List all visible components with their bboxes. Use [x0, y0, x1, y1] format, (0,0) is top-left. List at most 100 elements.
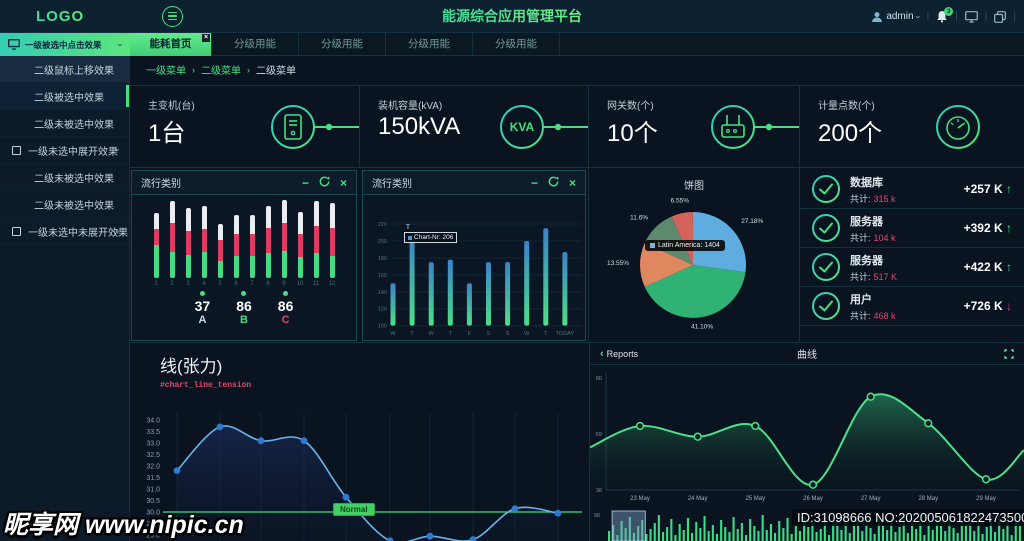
- user-menu[interactable]: admin ›: [871, 11, 923, 23]
- stat-row-server-2[interactable]: 服务器 共计: 517 K +422 K ↑: [800, 248, 1024, 287]
- mini-range-chart[interactable]: 90: [590, 505, 1024, 541]
- arrow-up-icon: ↑: [1006, 182, 1012, 196]
- windows-button[interactable]: [994, 10, 1007, 23]
- page-title: 能源综合应用管理平台: [442, 0, 582, 33]
- tab-close-icon[interactable]: ×: [202, 34, 210, 42]
- back-label: Reports: [606, 348, 639, 359]
- tab-bar: 一级被选中点击效果 › 能耗首页 × 分级用能 分级用能 分级用能 分级用能: [0, 33, 1024, 56]
- monitor-button[interactable]: [964, 10, 978, 23]
- mini-bar: [890, 521, 893, 541]
- close-icon[interactable]: ×: [339, 175, 347, 190]
- mini-bar: [848, 533, 851, 541]
- breadcrumb-item[interactable]: 一级菜单: [146, 66, 186, 77]
- footer-stat: 86 B: [236, 291, 252, 326]
- kpi-value: 200个: [818, 120, 883, 147]
- svg-text:32.5: 32.5: [146, 452, 160, 459]
- close-icon[interactable]: ×: [568, 175, 576, 190]
- bar: [390, 283, 396, 326]
- refresh-icon[interactable]: [548, 176, 559, 189]
- svg-text:29.0: 29.0: [146, 533, 160, 540]
- logo: LOGO: [36, 7, 85, 25]
- pie-chart: 27.18% 41.10% 13.55% 11.6% 6.55%: [607, 197, 764, 330]
- refresh-icon[interactable]: [319, 176, 330, 189]
- notifications-button[interactable]: 3: [936, 7, 954, 23]
- kpi-label: 网关数(个): [607, 101, 654, 112]
- back-button[interactable]: ‹ Reports: [600, 348, 638, 360]
- data-point: [924, 419, 933, 428]
- expand-button[interactable]: [1004, 348, 1014, 359]
- mini-bar: [782, 528, 785, 541]
- tab-tiered-energy-2[interactable]: 分级用能: [299, 33, 386, 56]
- mini-bar: [670, 519, 673, 541]
- svg-text:32.0: 32.0: [146, 464, 160, 471]
- mini-bar: [877, 517, 880, 541]
- mini-bar: [960, 521, 963, 541]
- sidebar-item[interactable]: 二级未被选中效果: [0, 110, 129, 137]
- dot-icon: [241, 291, 247, 296]
- sidebar-item-label: 二级未被选中效果: [34, 119, 114, 131]
- tab-tiered-energy-3[interactable]: 分级用能: [386, 33, 473, 56]
- check-circle-icon: [812, 292, 840, 320]
- panel-header: 流行类别 − ×: [132, 171, 356, 195]
- sidebar-item[interactable]: 二级未被选中效果: [0, 191, 129, 218]
- sidebar-item-expanded-group[interactable]: 一级未选中展开效果 ›: [0, 137, 129, 164]
- stat-row-server-1[interactable]: 服务器 共计: 104 k +392 K ↑: [800, 209, 1024, 248]
- breadcrumb-item[interactable]: 二级菜单: [201, 66, 241, 77]
- svg-text:TODAY: TODAY: [556, 331, 575, 337]
- cabinet-icon: [271, 105, 359, 149]
- svg-text:W: W: [524, 331, 530, 337]
- windows-copy-icon: [994, 10, 1007, 23]
- monitor-icon: [964, 10, 978, 23]
- tab-label: 分级用能: [234, 38, 276, 50]
- tooltip-text: Latin America: 1404: [658, 242, 720, 249]
- panel-weekly-bars: 流行类别 − × 100 120 140 160 180 200 220 W T W T F S S W T T…: [362, 170, 586, 341]
- panel-title: 流行类别: [372, 179, 412, 190]
- data-point: [216, 423, 224, 431]
- range-selection-handle[interactable]: [611, 510, 646, 541]
- data-point: [635, 421, 645, 431]
- sidebar-item-hover[interactable]: 二级鼠标上移效果: [0, 56, 129, 83]
- stock-id-stamp: ID:31098666 NO:20200506182247350031: [792, 509, 1024, 526]
- mini-bar: [964, 525, 967, 541]
- sidebar-item-collapsed-group[interactable]: 一级未选中未展开效果 ›: [0, 218, 129, 245]
- mini-bar: [832, 524, 835, 541]
- svg-text:220: 220: [378, 222, 387, 228]
- bar: [447, 259, 453, 326]
- mini-bar: [898, 527, 901, 541]
- mini-bar: [715, 534, 718, 541]
- chevron-down-icon: ›: [112, 148, 123, 152]
- tab-tiered-energy-1[interactable]: 分级用能: [212, 33, 299, 56]
- sidebar-item-selected[interactable]: 二级被选中效果: [0, 83, 129, 110]
- mini-bar: [699, 528, 702, 541]
- hamburger-menu-icon[interactable]: [162, 5, 184, 27]
- kpi-card-meter-points: 计量点数(个) 200个: [800, 86, 1024, 167]
- mini-bar: [931, 530, 934, 541]
- data-point: [173, 467, 181, 474]
- reports-area-chart: 80 59 38 23 May 24 May 25 May 26 May 27 May 28 M…: [590, 373, 1024, 502]
- sidebar-item[interactable]: 二级未被选中效果: [0, 164, 129, 191]
- tab-tiered-energy-4[interactable]: 分级用能: [473, 33, 560, 56]
- svg-text:T: T: [544, 331, 548, 337]
- svg-text:6.55%: 6.55%: [671, 197, 690, 204]
- svg-text:11.6%: 11.6%: [630, 214, 648, 221]
- svg-text:160: 160: [378, 273, 387, 279]
- mini-bar: [852, 526, 855, 541]
- tab-energy-home[interactable]: 能耗首页 ×: [130, 33, 212, 56]
- chevron-down-icon: ›: [115, 43, 126, 46]
- mini-bar: [678, 524, 681, 541]
- pie-title: 饼图: [684, 181, 704, 192]
- mini-bar: [769, 524, 772, 541]
- stat-row-users[interactable]: 用户 共计: 468 k +726 K ↓: [800, 287, 1024, 326]
- bar: [505, 262, 511, 326]
- svg-text:31.0: 31.0: [146, 487, 160, 494]
- sidebar-dropdown-header[interactable]: 一级被选中点击效果 ›: [0, 33, 130, 56]
- stat-row-database[interactable]: 数据库 共计: 315 k +257 K ↑: [800, 170, 1024, 209]
- stacked-bar: 1: [150, 212, 162, 287]
- minimize-icon[interactable]: −: [530, 175, 538, 190]
- mini-bar: [1002, 529, 1005, 541]
- svg-text:24 May: 24 May: [688, 496, 708, 502]
- minimize-icon[interactable]: −: [301, 175, 309, 190]
- tooltip-label: T: [406, 224, 410, 231]
- total-value: 104 k: [873, 232, 896, 243]
